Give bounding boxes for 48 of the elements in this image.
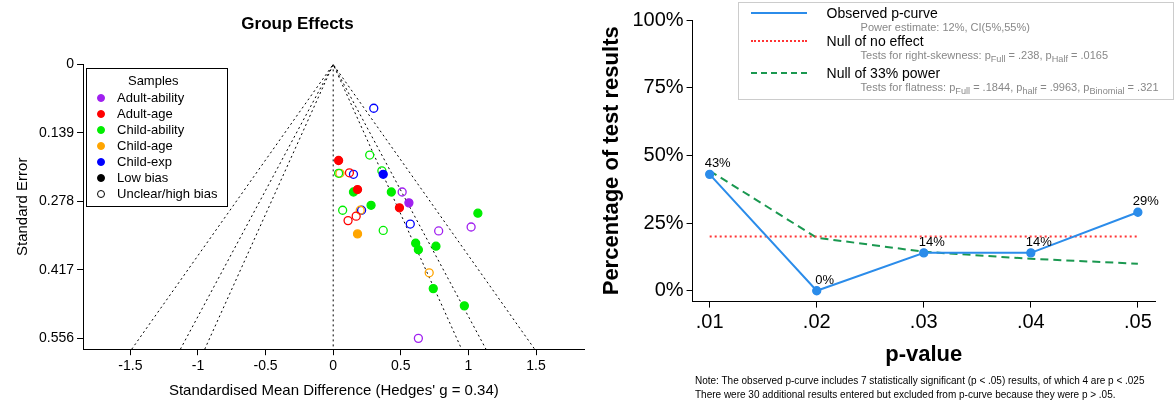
data-label: 14% [1025,233,1053,249]
x-tick-label: 1 [464,357,473,374]
y-tick-label: 25% [643,210,684,233]
annotation: Unclear/high bias [117,186,218,203]
y-axis-title: Percentage of test results [598,26,624,296]
data-label: 29% [1132,193,1160,209]
x-tick-label: .01 [695,310,724,333]
data-label: 0% [815,271,835,287]
y-tick-label: 0.556 [38,329,75,346]
x-axis-title: p-value [885,340,963,366]
y-tick-label: 100% [632,7,684,30]
annotation: Power estimate: 12%, CI(5%,55%) [859,21,1031,33]
legend-label: Child-ability [117,122,185,139]
legend-label: Null of no effect [826,33,924,49]
x-tick-label: .04 [1016,310,1045,333]
data-label: 43% [704,155,732,171]
chart-title: Group Effects [241,13,354,33]
y-tick-label: 0.139 [38,123,75,140]
x-tick-label: -0.5 [253,357,278,374]
annotation: Low bias [117,170,169,187]
y-tick-label: 0% [654,278,684,301]
x-tick-label: -1 [191,357,205,374]
y-tick-label: 0 [66,55,75,72]
y-tick-label: 0.417 [38,260,75,277]
y-tick-label: 50% [643,142,684,165]
legend-label: Null of 33% power [826,65,941,82]
x-axis-title: Standardised Mean Difference (Hedges' g = 0.34) [168,381,499,399]
x-tick-label: -1.5 [118,357,143,374]
x-tick-label: .05 [1123,310,1152,333]
text: Note: The observed p-curve includes 7 statistically significant (p < .05) results, of which 4 are p < .025 [695,374,1145,388]
legend-label: Child-age [117,138,173,155]
legend-label: Observed p-curve [826,5,938,21]
legend-title: Samples [126,73,180,89]
annotation: Tests for flatness: p$_{Full}$ = .1844, p$_{half}$ = .9963, p$_{Binomial}$ = .321 [859,81,1159,98]
legend-label: Adult-age [117,106,173,123]
y-tick-label: 75% [643,75,684,98]
data-label: 14% [918,233,946,249]
annotation: Tests for right-skewness: p$_{Full}$ = .238, p$_{Half}$ = .0165 [859,49,1110,66]
legend-label: Adult-ability [117,90,185,107]
y-tick-label: 0.278 [38,192,75,209]
x-tick-label: .02 [802,310,831,333]
x-tick-label: 1.5 [526,357,546,374]
x-tick-label: 0.5 [391,357,411,374]
legend-label: Child-exp [117,154,172,171]
text: There were 30 additional results entered but excluded from p-curve because they were p > .05. [695,388,1117,402]
x-tick-label: 0 [329,357,338,374]
x-tick-label: .03 [909,310,938,333]
y-axis-title: Standard Error [13,157,31,256]
